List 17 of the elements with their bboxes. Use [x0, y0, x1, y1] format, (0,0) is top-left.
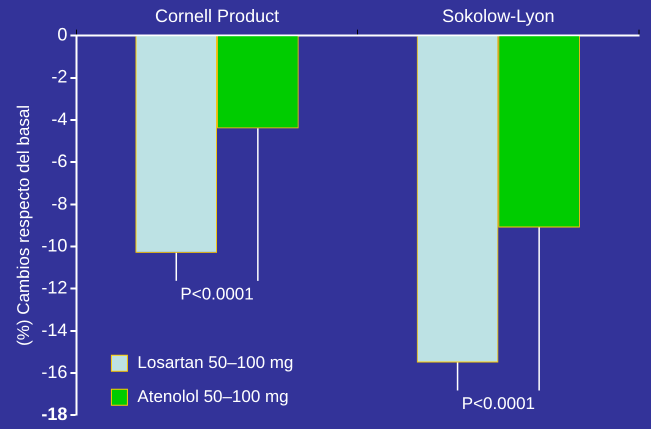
annotation: P<0.0001 [462, 394, 535, 414]
y-tick-label: -16 [41, 362, 68, 382]
y-tick-label: -4 [51, 108, 68, 129]
y-tick-label: -18 [41, 404, 68, 424]
y-tick-label: -12 [41, 278, 68, 298]
annotation: P<0.0001 [180, 284, 254, 304]
y-tick-label: -8 [51, 193, 68, 214]
x-tick-label: Sokolow-Lyon [442, 6, 555, 26]
y-tick-label: -2 [51, 66, 68, 87]
legend-label: Losartan 50–100 mg [137, 352, 294, 372]
y-tick-label: -14 [41, 320, 68, 340]
y-axis-title: (%) Cambios respecto del basal [14, 104, 33, 346]
legend-label: Atenolol 50–100 mg [137, 386, 289, 406]
y-tick-label: 0 [57, 24, 68, 45]
y-tick-label: -6 [51, 151, 68, 172]
y-tick-label: -10 [41, 235, 68, 256]
x-tick-label: Cornell Product [155, 6, 280, 26]
